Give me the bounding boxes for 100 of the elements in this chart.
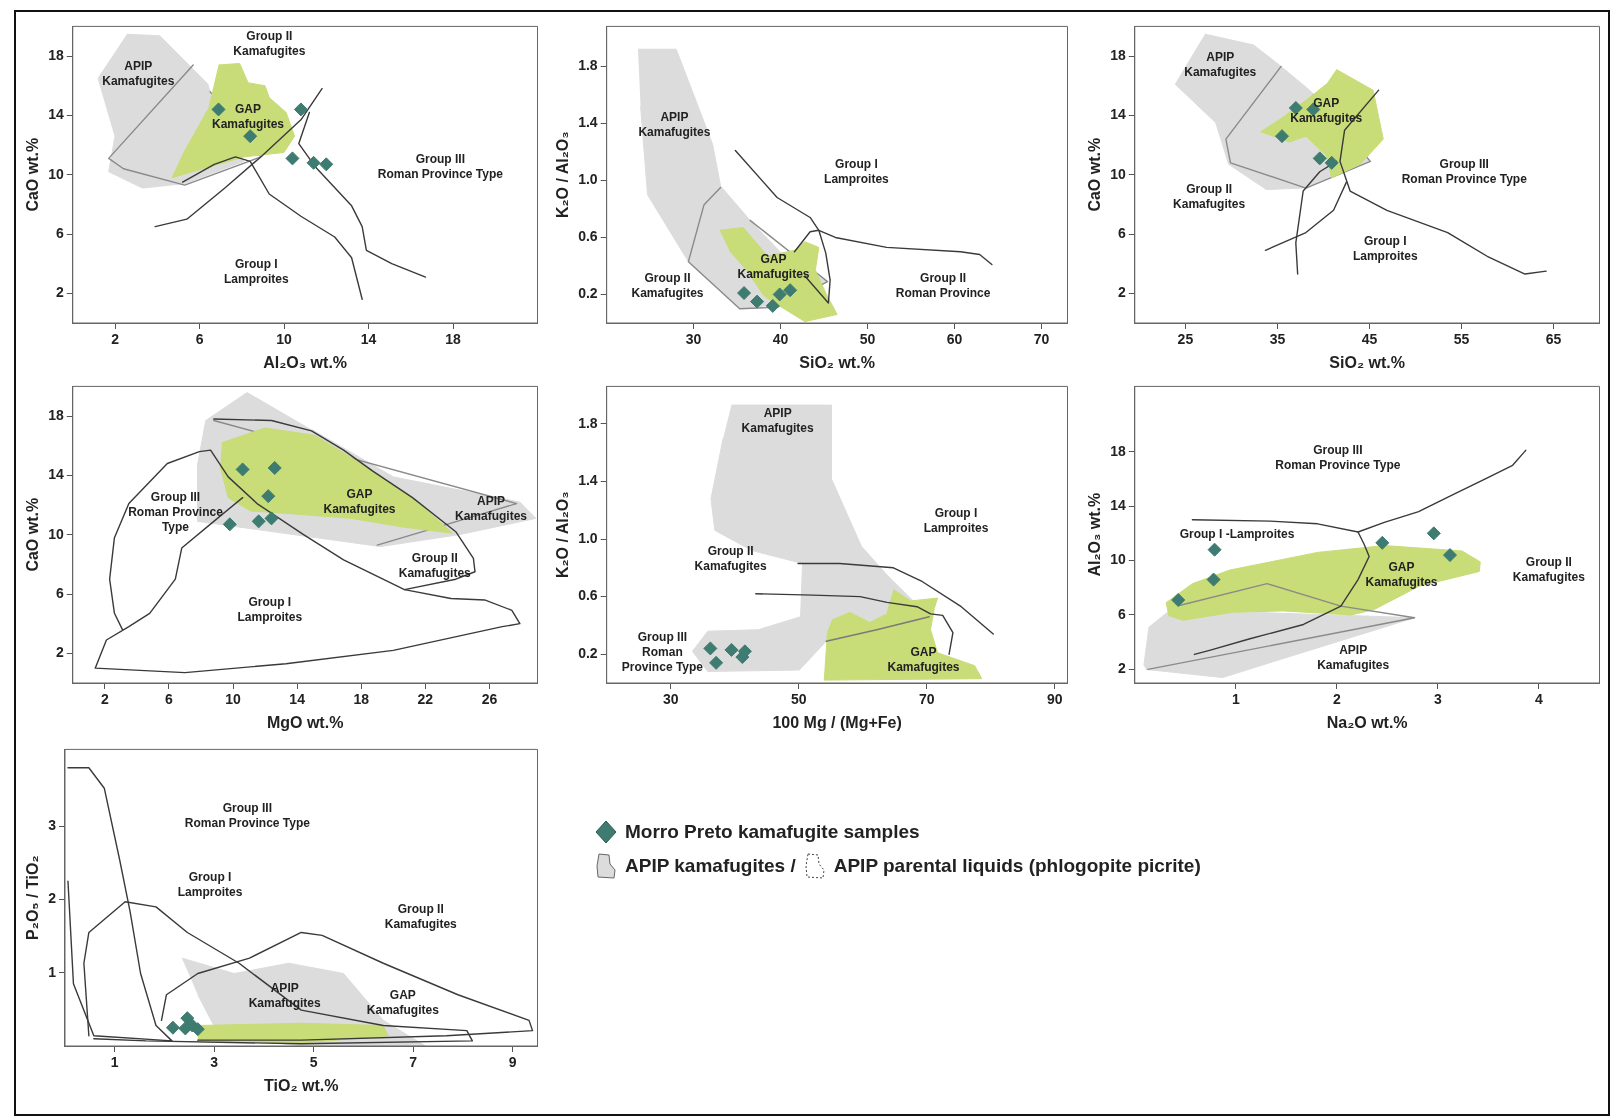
- x-tick-label: 18: [445, 331, 461, 348]
- x-tick-label: 70: [1033, 331, 1050, 348]
- text: APIP kamafugites /: [625, 854, 796, 878]
- x-axis-title: 100 Mg / (Mg+Fe): [772, 713, 902, 731]
- x-tick-label: 30: [662, 691, 679, 708]
- y-tick-label: 3: [48, 817, 57, 834]
- y-tick-label: 10: [48, 525, 64, 542]
- annotation: Group III Roman Province Type: [184, 800, 311, 830]
- x-tick-label: 25: [1177, 331, 1194, 348]
- y-tick-label: 0.6: [578, 228, 598, 245]
- x-tick-label: 10: [276, 331, 293, 348]
- y-tick-label: 18: [48, 406, 64, 423]
- annotation: APIP Kamafugites: [455, 494, 528, 524]
- annotation: APIP Kamafugites: [1317, 643, 1390, 673]
- y-tick-label: 6: [55, 224, 64, 241]
- annotation: Group III Roman Province Type: [128, 489, 224, 534]
- x-tick-label: 45: [1361, 331, 1378, 348]
- annotation: Group III Roman Province Type: [1275, 443, 1401, 473]
- annotation: Group III Roman Province Type: [1401, 156, 1528, 186]
- y-tick-label: 1.0: [578, 529, 598, 546]
- x-axis-title: Al₂O₃ wt.%: [263, 353, 348, 371]
- x-tick-label: 3: [210, 1054, 219, 1071]
- x-tick-label: 6: [195, 331, 204, 348]
- text: Morro Preto kamafugite samples: [625, 820, 920, 844]
- x-tick-label: 6: [165, 691, 174, 708]
- annotation: Group II Kamafugites: [1173, 181, 1246, 211]
- annotation: GAP Kamafugites: [1365, 560, 1438, 590]
- y-tick-label: 0.6: [578, 587, 598, 604]
- x-tick-label: 50: [790, 691, 807, 708]
- x-tick-label: 14: [360, 331, 377, 348]
- x-tick-label: 10: [225, 691, 242, 708]
- annotation: Group I Lamproites: [923, 506, 989, 536]
- x-tick-label: 30: [685, 331, 702, 348]
- annotation: APIP Kamafugites: [638, 109, 711, 139]
- y-tick-label: 14: [1110, 106, 1126, 123]
- y-axis-title: CaO wt.%: [1086, 137, 1104, 212]
- y-tick-label: 18: [1110, 46, 1126, 63]
- annotation: Group II Kamafugites: [1512, 554, 1586, 584]
- y-tick-label: 2: [1117, 660, 1126, 677]
- x-tick-label: 40: [772, 331, 789, 348]
- annotation: Group II Kamafugites: [398, 550, 472, 580]
- y-tick-label: 1.8: [578, 57, 598, 74]
- x-tick-label: 1: [1231, 691, 1240, 708]
- y-tick-label: 14: [48, 466, 64, 483]
- annotation: Group I Lamproites: [824, 156, 890, 186]
- annotation: Group I Lamproites: [177, 869, 243, 899]
- y-tick-label: 2: [55, 644, 64, 661]
- y-tick-label: 10: [48, 165, 64, 182]
- annotation: Group I Lamproites: [224, 257, 289, 287]
- x-tick-label: 2: [111, 331, 120, 348]
- annotation: Group II Kamafugites: [233, 29, 306, 59]
- annotation: Group III Roman Province Type: [377, 152, 504, 182]
- x-tick-label: 18: [353, 691, 370, 708]
- x-tick-label: 55: [1453, 331, 1470, 348]
- y-tick-label: 2: [55, 284, 64, 301]
- x-tick-label: 65: [1545, 331, 1562, 348]
- x-axis-title: TiO₂ wt.%: [264, 1076, 339, 1094]
- x-tick-label: 3: [1433, 691, 1442, 708]
- x-tick-label: 2: [100, 691, 109, 708]
- x-tick-label: 35: [1269, 331, 1286, 348]
- y-axis-title: Al₂O₃ wt.%: [1086, 492, 1104, 577]
- annotation: GAP Kamafugites: [211, 101, 285, 131]
- y-tick-label: 1.8: [578, 414, 598, 431]
- y-tick-label: 6: [1117, 224, 1126, 241]
- y-tick-label: 1: [48, 963, 57, 980]
- annotation: Group I Lamproites: [1352, 233, 1418, 263]
- x-axis-title: Na₂O wt.%: [1326, 713, 1408, 731]
- annotation: GAP Kamafugites: [887, 644, 960, 674]
- x-tick-label: 26: [481, 691, 498, 708]
- annotation: Group II Kamafugites: [694, 544, 767, 574]
- y-tick-label: 14: [1110, 496, 1126, 513]
- y-tick-label: 2: [48, 890, 57, 907]
- annotation: Group I Lamproites: [237, 595, 303, 625]
- annotation: APIP Kamafugites: [102, 58, 175, 88]
- text: APIP parental liquids (phlogopite picrite): [833, 854, 1201, 878]
- annotation: Group II Kamafugites: [631, 270, 704, 300]
- y-tick-label: 1.0: [578, 171, 598, 188]
- x-axis-title: SiO₂ wt.%: [1329, 353, 1405, 371]
- y-tick-label: 6: [55, 584, 64, 601]
- annotation: Group II Roman Province: [895, 270, 991, 300]
- x-tick-label: 4: [1534, 691, 1543, 708]
- y-tick-label: 0.2: [578, 285, 598, 302]
- x-tick-label: 90: [1046, 691, 1063, 708]
- annotation: Group I -Lamproites: [1179, 527, 1295, 542]
- x-tick-label: 2: [1332, 691, 1341, 708]
- y-tick-label: 14: [48, 106, 64, 123]
- y-axis-title: K₂O / Al₂O₃: [554, 131, 572, 219]
- x-axis-title: SiO₂ wt.%: [799, 353, 875, 371]
- y-axis-title: CaO wt.%: [24, 137, 42, 212]
- x-tick-label: 60: [946, 331, 963, 348]
- y-tick-label: 10: [1110, 165, 1126, 182]
- y-axis-title: K₂O / Al₂O₃: [554, 491, 572, 579]
- annotation: Group II Kamafugites: [384, 901, 458, 931]
- x-tick-label: 50: [859, 331, 876, 348]
- annotation: APIP Kamafugites: [741, 405, 814, 435]
- x-tick-label: 9: [508, 1054, 517, 1071]
- annotation: GAP Kamafugites: [323, 486, 396, 516]
- y-tick-label: 1.4: [578, 472, 598, 489]
- x-tick-label: 14: [289, 691, 306, 708]
- annotation: GAP Kamafugites: [737, 252, 810, 282]
